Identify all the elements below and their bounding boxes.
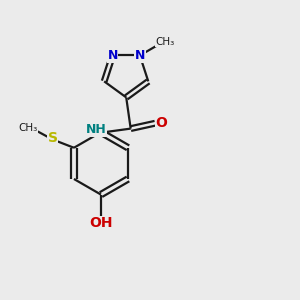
Text: S: S: [47, 131, 58, 145]
Text: NH: NH: [86, 123, 106, 136]
Text: CH₃: CH₃: [155, 37, 174, 47]
Text: N: N: [135, 49, 145, 62]
Text: CH₃: CH₃: [18, 123, 37, 133]
Text: OH: OH: [89, 216, 113, 230]
Text: N: N: [107, 49, 118, 62]
Text: O: O: [156, 116, 167, 130]
